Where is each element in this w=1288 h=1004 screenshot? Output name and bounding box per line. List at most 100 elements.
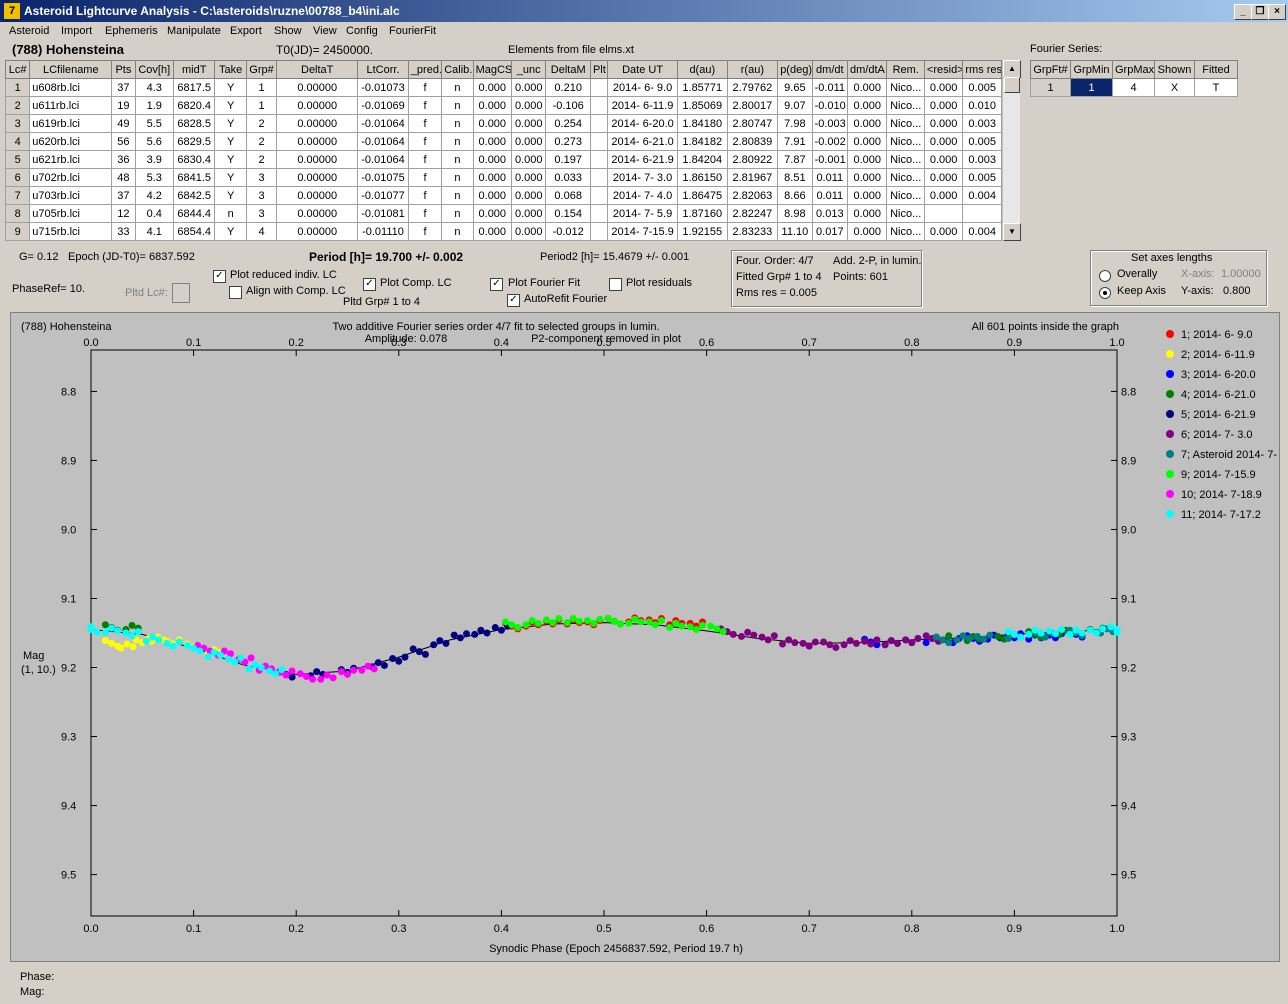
lc-cell[interactable]: 0.00000 bbox=[276, 168, 359, 187]
lc-row-header[interactable]: 5 bbox=[4, 150, 31, 169]
lc-cell[interactable]: 3 bbox=[245, 168, 278, 187]
lc-col-header[interactable]: Plt bbox=[589, 60, 609, 79]
lc-cell[interactable]: 0.000 bbox=[472, 96, 513, 115]
lc-cell[interactable]: Nico... bbox=[886, 204, 925, 223]
keep-axis-radio[interactable] bbox=[1099, 287, 1111, 299]
lc-cell[interactable]: 0.000 bbox=[511, 114, 547, 133]
lc-cell[interactable]: 0.000 bbox=[511, 132, 547, 151]
lc-col-header[interactable]: LCfilename bbox=[29, 60, 113, 79]
lc-cell[interactable]: 0.00000 bbox=[276, 114, 359, 133]
lc-cell[interactable]: 0.000 bbox=[847, 132, 888, 151]
autorefit-checkbox[interactable]: ✓ bbox=[507, 294, 520, 307]
lc-cell[interactable]: 0.033 bbox=[545, 168, 591, 187]
overally-radio[interactable] bbox=[1099, 270, 1111, 282]
lc-cell[interactable]: u703rb.lci bbox=[29, 186, 113, 205]
lc-cell[interactable]: 1 bbox=[245, 96, 278, 115]
lc-row-header[interactable]: 6 bbox=[4, 168, 31, 187]
lc-cell[interactable]: 0.000 bbox=[511, 150, 547, 169]
lc-cell[interactable]: 0.000 bbox=[923, 114, 964, 133]
close-button[interactable]: × bbox=[1268, 4, 1286, 20]
lc-cell[interactable]: -0.01064 bbox=[357, 114, 409, 133]
lc-cell[interactable]: f bbox=[407, 78, 443, 97]
plot-comp-checkbox[interactable]: ✓ bbox=[363, 278, 376, 291]
lc-cell[interactable]: Nico... bbox=[886, 78, 925, 97]
lc-cell[interactable]: 11.10 bbox=[777, 222, 813, 241]
lc-cell[interactable]: 0.000 bbox=[923, 96, 964, 115]
lc-cell[interactable]: Nico... bbox=[886, 150, 925, 169]
lc-cell[interactable]: n bbox=[441, 78, 474, 97]
lc-table-row[interactable]: 9 u715rb.lci 33 4.1 6854.4 Y 4 0.00000 -0.01110 f… bbox=[4, 222, 1002, 241]
scroll-up-icon[interactable]: ▲ bbox=[1003, 60, 1021, 78]
fourier-cell-grpmax[interactable]: 4 bbox=[1112, 78, 1155, 97]
lc-cell[interactable]: -0.106 bbox=[545, 96, 591, 115]
lc-cell[interactable] bbox=[589, 96, 609, 115]
lc-cell[interactable]: 0.254 bbox=[545, 114, 591, 133]
lc-cell[interactable]: 1.85771 bbox=[676, 78, 728, 97]
lc-cell[interactable]: 0.000 bbox=[923, 222, 964, 241]
lc-cell[interactable]: -0.01064 bbox=[357, 132, 409, 151]
lightcurve-table[interactable]: Lc# LCfilename Pts Cov[h] midT Take Grp# DeltaT… bbox=[4, 60, 1002, 241]
lc-cell[interactable]: f bbox=[407, 186, 443, 205]
menu-export[interactable]: Export bbox=[230, 25, 262, 37]
lc-cell[interactable]: -0.011 bbox=[811, 78, 849, 97]
lc-cell[interactable]: n bbox=[214, 204, 247, 223]
lc-row-header[interactable]: 8 bbox=[4, 204, 31, 223]
lc-cell[interactable]: 2.80017 bbox=[726, 96, 779, 115]
lc-cell[interactable]: 6830.4 bbox=[172, 150, 216, 169]
xaxis-value[interactable]: 1.00000 bbox=[1221, 268, 1261, 280]
lc-cell[interactable]: n bbox=[441, 114, 474, 133]
lc-cell[interactable]: 0.000 bbox=[847, 186, 888, 205]
lc-cell[interactable]: 0.00000 bbox=[276, 204, 359, 223]
lc-cell[interactable]: -0.01073 bbox=[357, 78, 409, 97]
lc-cell[interactable]: 9.07 bbox=[777, 96, 813, 115]
lc-cell[interactable]: 0.00000 bbox=[276, 186, 359, 205]
align-comp-checkbox[interactable] bbox=[229, 286, 242, 299]
lc-cell[interactable]: 2014- 6-21.9 bbox=[607, 150, 678, 169]
lc-col-header[interactable]: Cov[h] bbox=[134, 60, 174, 79]
lc-cell[interactable]: 5.5 bbox=[134, 114, 174, 133]
lc-cell[interactable]: -0.01077 bbox=[357, 186, 409, 205]
fourier-cell-grpft[interactable]: 1 bbox=[1030, 78, 1071, 97]
lc-cell[interactable]: 0.000 bbox=[847, 168, 888, 187]
lc-table-row[interactable]: 4 u620rb.lci 56 5.6 6829.5 Y 2 0.00000 -0.01064 f… bbox=[4, 132, 1002, 151]
lc-row-header[interactable]: 1 bbox=[4, 78, 31, 97]
lc-cell[interactable]: 5.3 bbox=[134, 168, 174, 187]
lc-cell[interactable]: 7.87 bbox=[777, 150, 813, 169]
lc-cell[interactable]: 0.000 bbox=[847, 78, 888, 97]
fourier-cell-shown[interactable]: X bbox=[1154, 78, 1195, 97]
lc-cell[interactable]: -0.01075 bbox=[357, 168, 409, 187]
lc-cell[interactable]: 0.000 bbox=[511, 222, 547, 241]
lc-cell[interactable]: 0.000 bbox=[847, 150, 888, 169]
lc-cell[interactable] bbox=[589, 150, 609, 169]
menu-fourierfit[interactable]: FourierFit bbox=[389, 25, 437, 37]
lc-cell[interactable]: Y bbox=[214, 186, 247, 205]
lc-cell[interactable]: u620rb.lci bbox=[29, 132, 113, 151]
lc-col-header[interactable]: MagCS bbox=[472, 60, 513, 79]
lc-cell[interactable]: n bbox=[441, 132, 474, 151]
lc-col-header[interactable]: Lc# bbox=[4, 60, 31, 79]
lc-cell[interactable]: 6842.5 bbox=[172, 186, 216, 205]
lc-cell[interactable]: 0.000 bbox=[472, 78, 513, 97]
lc-cell[interactable]: 2.80747 bbox=[726, 114, 779, 133]
lc-cell[interactable]: f bbox=[407, 150, 443, 169]
lc-cell[interactable] bbox=[589, 222, 609, 241]
lc-cell[interactable]: 37 bbox=[111, 78, 136, 97]
lc-cell[interactable]: 0.004 bbox=[962, 186, 1002, 205]
lc-cell[interactable]: 9.65 bbox=[777, 78, 813, 97]
lc-cell[interactable]: 0.005 bbox=[962, 78, 1002, 97]
lc-cell[interactable]: 6817.5 bbox=[172, 78, 216, 97]
lc-col-header[interactable]: Date UT bbox=[607, 60, 678, 79]
lc-cell[interactable]: Nico... bbox=[886, 132, 925, 151]
lc-col-header[interactable]: Grp# bbox=[245, 60, 278, 79]
lc-cell[interactable]: Nico... bbox=[886, 96, 925, 115]
fourier-cell-fitted[interactable]: T bbox=[1194, 78, 1238, 97]
lc-cell[interactable]: u611rb.lci bbox=[29, 96, 113, 115]
lc-cell[interactable]: 0.000 bbox=[923, 132, 964, 151]
lc-cell[interactable]: 0.000 bbox=[472, 168, 513, 187]
lc-cell[interactable]: 0.154 bbox=[545, 204, 591, 223]
lc-cell[interactable]: 2 bbox=[245, 150, 278, 169]
lc-cell[interactable]: 0.00000 bbox=[276, 78, 359, 97]
lc-cell[interactable]: 2014- 7- 5.9 bbox=[607, 204, 678, 223]
lc-cell[interactable]: u608rb.lci bbox=[29, 78, 113, 97]
lc-cell[interactable]: 0.000 bbox=[472, 204, 513, 223]
